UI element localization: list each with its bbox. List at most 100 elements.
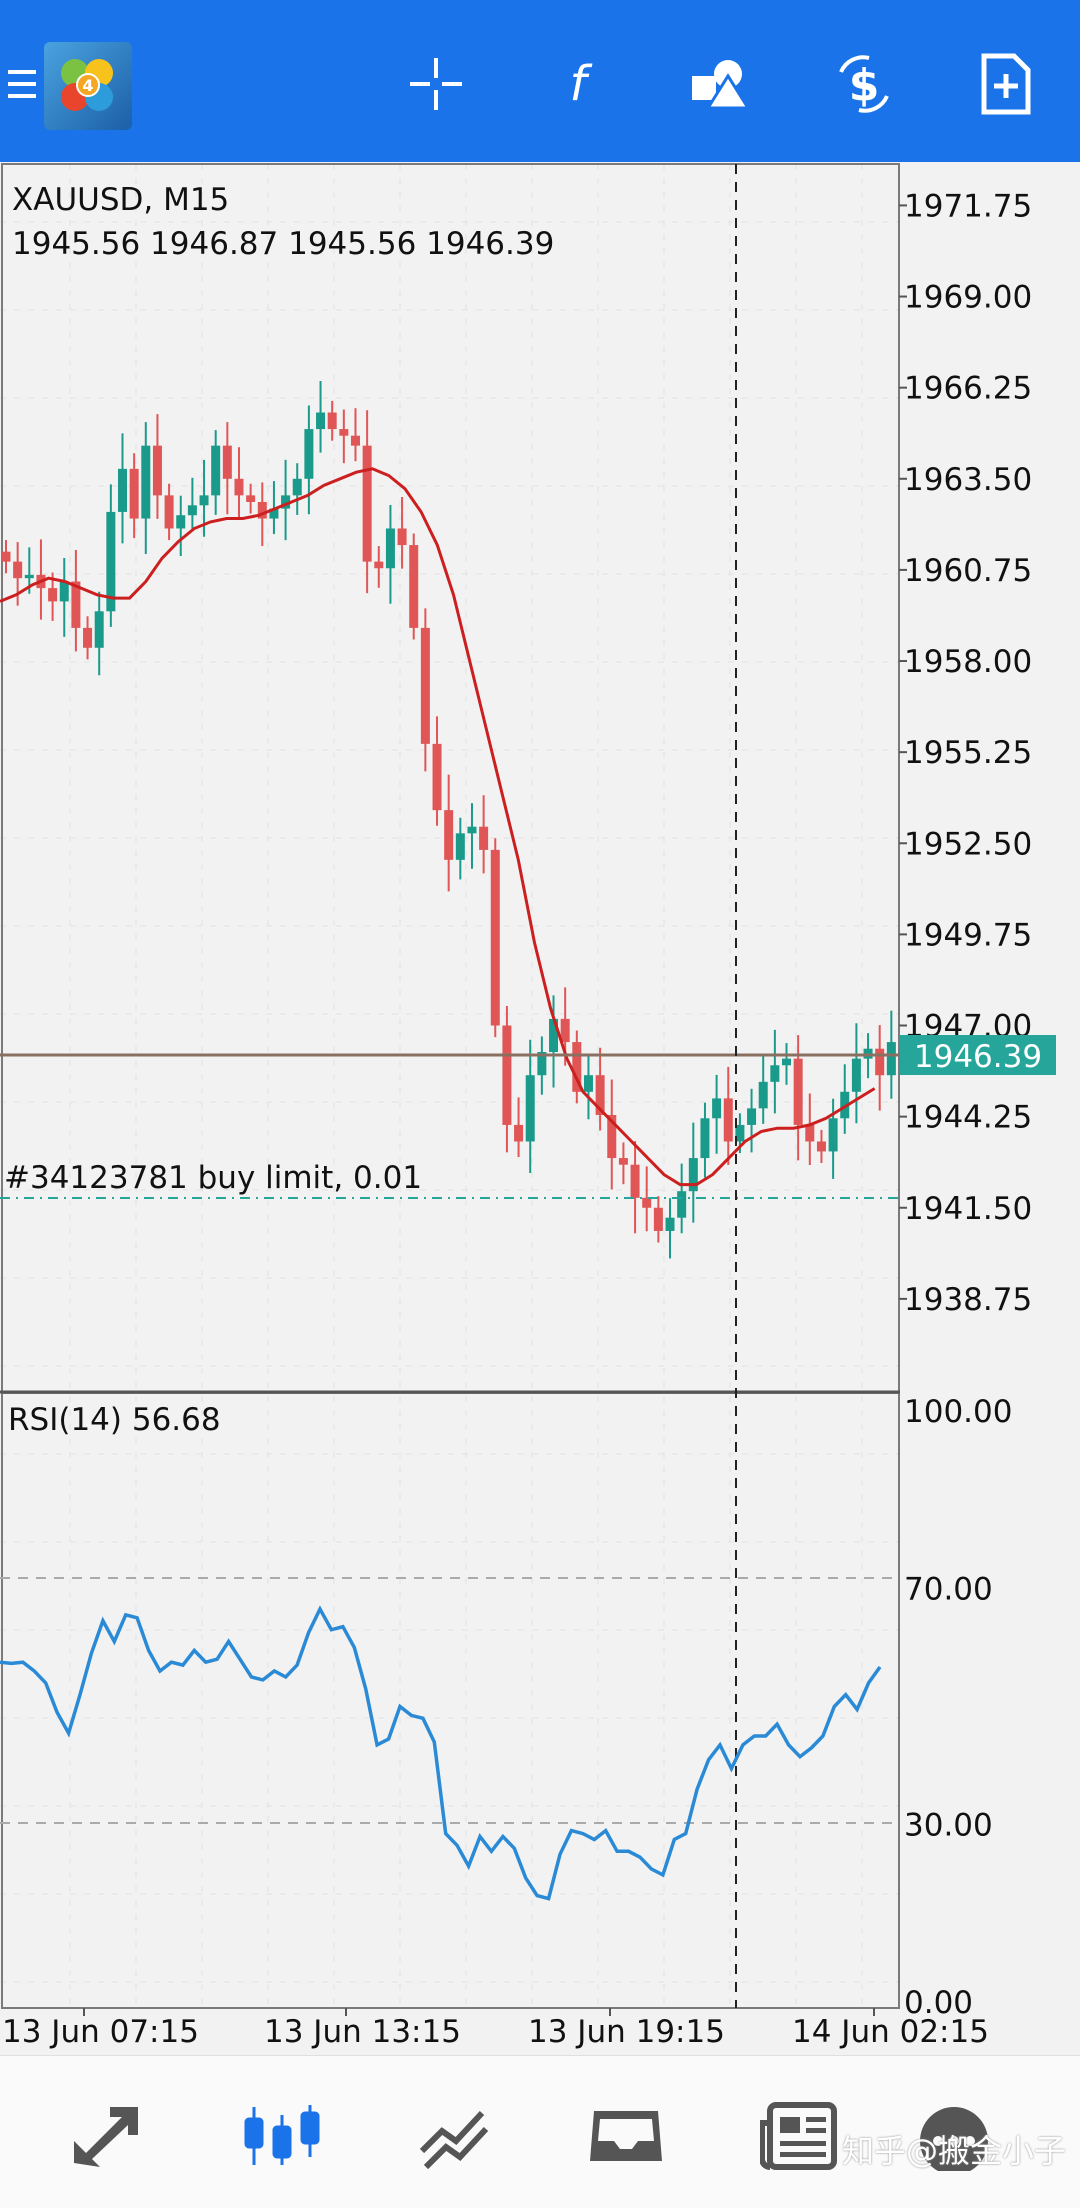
- candle-body: [700, 1118, 710, 1159]
- candle-body: [665, 1217, 675, 1231]
- price-tick-label: 1949.75: [904, 917, 1032, 953]
- candle-body: [618, 1158, 628, 1165]
- rsi-tick-label: 70.00: [904, 1571, 993, 1607]
- price-tick-label: 1963.50: [904, 462, 1032, 498]
- price-tick-label: 1971.75: [904, 188, 1032, 224]
- time-tick-label: 13 Jun 07:15: [2, 2014, 199, 2050]
- rsi-axis: 100.00 70.00 30.00 0.00: [904, 1394, 1012, 2021]
- objects-icon[interactable]: [672, 36, 768, 132]
- candle-body: [385, 528, 395, 569]
- candle-body: [805, 1124, 815, 1142]
- candle-body: [723, 1098, 733, 1142]
- candle-body: [397, 528, 407, 546]
- candle-body: [164, 495, 174, 529]
- candle-body: [48, 588, 58, 602]
- candle-body: [432, 743, 442, 811]
- rsi-tick-label: 100.00: [904, 1394, 1012, 1430]
- candle-body: [595, 1075, 605, 1115]
- price-tick-label: 1969.00: [904, 280, 1032, 316]
- candle-body: [420, 627, 430, 744]
- candle-body: [642, 1197, 652, 1208]
- candle-body: [444, 810, 454, 860]
- top-toolbar: 4 f $: [0, 0, 1080, 162]
- candle-body: [234, 478, 244, 496]
- candle-body: [71, 581, 81, 628]
- order-label: #34123781 buy limit, 0.01: [4, 1160, 422, 1196]
- svg-text:$: $: [849, 60, 880, 111]
- candle-body: [549, 1018, 559, 1053]
- chart-icon[interactable]: [232, 2086, 332, 2186]
- candle-body: [793, 1058, 803, 1125]
- candle-body: [455, 833, 465, 860]
- candle-body: [59, 581, 69, 602]
- chart-grid: [0, 164, 900, 2008]
- crosshair-icon[interactable]: [388, 36, 484, 132]
- candle-body: [339, 429, 349, 436]
- app-logo[interactable]: 4: [44, 42, 132, 130]
- candle-body: [83, 627, 93, 648]
- price-tick-label: 1966.25: [904, 371, 1032, 407]
- candle-body: [514, 1124, 524, 1142]
- candle-body: [350, 435, 360, 446]
- candle-body: [583, 1075, 593, 1092]
- menu-icon[interactable]: [0, 36, 76, 132]
- candle-body: [828, 1118, 838, 1152]
- candle-body: [572, 1042, 582, 1092]
- history-icon[interactable]: [576, 2086, 676, 2186]
- candle-body: [362, 445, 372, 562]
- candle-body: [211, 445, 221, 496]
- time-tick-label: 14 Jun 02:15: [792, 2014, 989, 2050]
- rsi-tick-label: 30.00: [904, 1808, 993, 1844]
- candle-body: [758, 1081, 768, 1109]
- candle-body: [782, 1058, 792, 1066]
- candle-body: [176, 515, 186, 529]
- candle-body: [630, 1164, 640, 1198]
- timeframe-icon[interactable]: $: [816, 36, 912, 132]
- news-icon[interactable]: [750, 2086, 850, 2186]
- candle-body: [677, 1191, 687, 1218]
- candle-body: [886, 1042, 896, 1076]
- candle-body: [281, 495, 291, 509]
- candle-body: [851, 1058, 861, 1092]
- messages-icon[interactable]: [904, 2086, 1004, 2186]
- rsi-line: [0, 1605, 882, 1901]
- candle-body: [304, 429, 314, 479]
- ohlc-values: 1945.56 1946.87 1945.56 1946.39: [12, 226, 554, 262]
- candle-body: [479, 826, 489, 850]
- svg-text:4: 4: [82, 76, 93, 95]
- rsi-tick-label: 0.00: [904, 1985, 973, 2021]
- candle-body: [117, 468, 127, 512]
- candle-body: [269, 508, 279, 519]
- svg-text:f: f: [570, 56, 593, 112]
- candle-body: [106, 511, 116, 612]
- time-tick-label: 13 Jun 19:15: [528, 2014, 725, 2050]
- price-axis: 1971.75 1969.00 1966.25 1963.50 1960.75 1958.…: [899, 188, 1032, 1318]
- candle-body: [13, 561, 23, 579]
- rsi-label: RSI(14) 56.68: [8, 1402, 221, 1438]
- candle-body: [502, 1025, 512, 1125]
- price-tick-label: 1938.75: [904, 1282, 1032, 1318]
- price-tick-label: 1952.50: [904, 826, 1032, 862]
- candle-body: [653, 1207, 663, 1231]
- price-tick-label: 1941.50: [904, 1191, 1032, 1227]
- candle-body: [292, 478, 302, 496]
- candle-body: [374, 561, 384, 569]
- trade-icon[interactable]: [406, 2086, 506, 2186]
- time-tick-label: 13 Jun 13:15: [264, 2014, 461, 2050]
- chart-area[interactable]: 1971.75 1969.00 1966.25 1963.50 1960.75 1958.…: [0, 162, 1080, 2055]
- candle-body: [187, 505, 197, 516]
- candle-body: [770, 1065, 780, 1082]
- indicators-icon[interactable]: f: [530, 36, 626, 132]
- candle-body: [316, 412, 326, 430]
- watermark: 知乎@搬金小子: [842, 2132, 1067, 2170]
- quotes-icon[interactable]: [56, 2086, 156, 2186]
- candle-body: [246, 495, 256, 502]
- candle-body: [1, 551, 11, 562]
- current-price-tag: [900, 1035, 1056, 1075]
- new-order-icon[interactable]: [958, 36, 1054, 132]
- candle-body: [840, 1091, 850, 1119]
- candle-body: [257, 501, 267, 519]
- candle-body: [607, 1114, 617, 1159]
- candle-body: [490, 849, 500, 1026]
- candle-body: [747, 1108, 757, 1125]
